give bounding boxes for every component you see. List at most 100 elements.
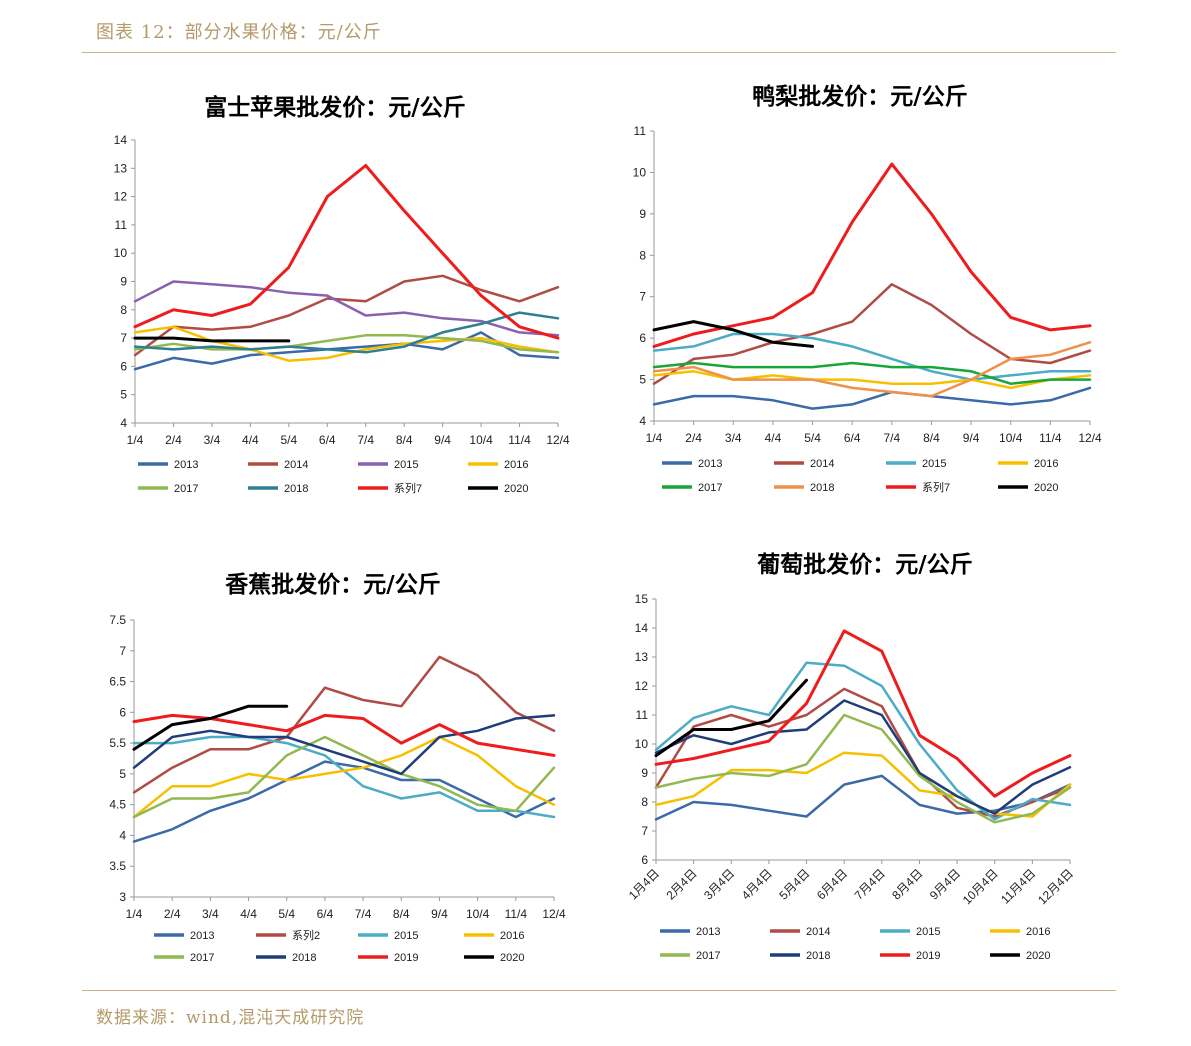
legend-label: 2015 bbox=[916, 926, 940, 938]
chart-title: 葡萄批发价：元/公斤 bbox=[756, 551, 972, 578]
series-line-2017 bbox=[652, 361, 1092, 385]
series-line-2013 bbox=[132, 760, 556, 843]
series-line-系列7 bbox=[133, 164, 560, 340]
y-tick-label: 11 bbox=[115, 218, 128, 232]
y-tick-label: 7 bbox=[120, 331, 127, 345]
x-tick-label: 10/4 bbox=[999, 431, 1023, 445]
x-tick-label: 3/4 bbox=[202, 907, 219, 921]
x-tick-label: 1/4 bbox=[126, 907, 143, 921]
x-tick-label: 12/4 bbox=[1078, 431, 1102, 445]
x-tick-label: 2/4 bbox=[685, 431, 702, 445]
legend-label: 2016 bbox=[1026, 926, 1050, 938]
x-tick-label: 4/4 bbox=[240, 907, 257, 921]
legend-label: 2013 bbox=[698, 458, 722, 470]
chart-yali-pear: 鸭梨批发价：元/公斤 4 5 6 7 8 9 10 11 1/4 2/4 3/4 4/4 5/4 6/4 7/… bbox=[633, 83, 1102, 494]
chart-title: 富士苹果批发价：元/公斤 bbox=[204, 94, 465, 121]
x-tick-label: 4/4 bbox=[242, 433, 259, 447]
legend-label: 2014 bbox=[810, 458, 834, 470]
legend-label: 2015 bbox=[394, 930, 418, 942]
x-tick-label: 11/4 bbox=[1039, 431, 1062, 445]
y-tick-label: 4 bbox=[639, 414, 646, 428]
x-tick-label: 2月4日 bbox=[663, 866, 699, 902]
series-line-2019 bbox=[654, 629, 1072, 798]
y-tick-label: 6.5 bbox=[109, 675, 126, 689]
x-tick-label: 10/4 bbox=[469, 433, 493, 447]
y-tick-label: 4.5 bbox=[109, 798, 126, 812]
legend-label: 2017 bbox=[190, 952, 214, 964]
legend-label: 2015 bbox=[922, 458, 946, 470]
legend-label: 2017 bbox=[696, 950, 720, 962]
y-tick-label: 10 bbox=[633, 165, 647, 179]
y-tick-label: 10 bbox=[635, 737, 649, 751]
x-tick-label: 6/4 bbox=[319, 433, 336, 447]
chart-title: 鸭梨批发价：元/公斤 bbox=[752, 83, 967, 110]
top-divider bbox=[82, 52, 1116, 53]
x-tick-label: 7/4 bbox=[355, 907, 372, 921]
series-line-2018 bbox=[132, 714, 556, 776]
series-line-2020 bbox=[132, 704, 289, 751]
series-line-2020 bbox=[652, 320, 814, 348]
series-line-2020 bbox=[654, 678, 808, 758]
legend-label: 2018 bbox=[810, 482, 834, 494]
y-tick-label: 6 bbox=[120, 359, 127, 373]
data-source-note: 数据来源：wind,混沌天成研究院 bbox=[96, 1008, 365, 1028]
chart-title: 香蕉批发价：元/公斤 bbox=[225, 571, 440, 598]
legend-label: 2020 bbox=[500, 952, 524, 964]
x-tick-label: 8/4 bbox=[923, 431, 940, 445]
legend-label: 2013 bbox=[190, 930, 214, 942]
x-tick-label: 9月4日 bbox=[927, 866, 963, 902]
x-tick-label: 8/4 bbox=[393, 907, 410, 921]
y-tick-label: 4 bbox=[120, 416, 127, 430]
y-tick-label: 14 bbox=[114, 133, 128, 147]
x-tick-label: 12/4 bbox=[542, 907, 566, 921]
x-tick-label: 1/4 bbox=[646, 431, 663, 445]
x-tick-label: 10/4 bbox=[466, 907, 490, 921]
x-tick-label: 4/4 bbox=[765, 431, 782, 445]
legend-label: 2017 bbox=[174, 483, 198, 495]
x-tick-label: 5/4 bbox=[804, 431, 821, 445]
y-tick-label: 14 bbox=[635, 621, 649, 635]
legend-label: 2020 bbox=[1026, 950, 1050, 962]
legend-label: 2016 bbox=[500, 930, 524, 942]
x-tick-label: 6月4日 bbox=[814, 866, 850, 902]
x-tick-label: 5月4日 bbox=[776, 866, 812, 902]
y-tick-label: 12 bbox=[114, 190, 128, 204]
x-tick-label: 3月4日 bbox=[701, 866, 737, 902]
series-line-2017 bbox=[654, 713, 1072, 824]
legend-label: 2020 bbox=[504, 483, 528, 495]
series-line-2014 bbox=[652, 283, 1092, 385]
x-tick-label: 10月4日 bbox=[960, 866, 1001, 907]
y-tick-label: 13 bbox=[635, 650, 649, 664]
series-line-系列2 bbox=[132, 655, 556, 794]
y-tick-label: 11 bbox=[634, 124, 647, 138]
y-tick-label: 5 bbox=[120, 388, 127, 402]
x-tick-label: 5/4 bbox=[278, 907, 295, 921]
legend-label: 2013 bbox=[174, 459, 198, 471]
legend-label: 2016 bbox=[504, 459, 528, 471]
y-tick-label: 4 bbox=[119, 828, 126, 842]
y-tick-label: 8 bbox=[120, 303, 127, 317]
legend-label: 2014 bbox=[806, 926, 830, 938]
y-tick-label: 6 bbox=[119, 705, 126, 719]
x-tick-label: 9/4 bbox=[434, 433, 451, 447]
x-tick-label: 3/4 bbox=[204, 433, 221, 447]
series-line-2015 bbox=[654, 661, 1072, 821]
series-line-2020 bbox=[133, 336, 291, 343]
y-tick-label: 5 bbox=[639, 373, 646, 387]
x-tick-label: 1/4 bbox=[127, 433, 144, 447]
series-line-2013 bbox=[133, 331, 560, 371]
x-tick-label: 3/4 bbox=[725, 431, 742, 445]
legend-label: 2015 bbox=[394, 459, 418, 471]
legend-label: 2019 bbox=[394, 952, 418, 964]
x-tick-label: 9/4 bbox=[431, 907, 448, 921]
x-tick-label: 7/4 bbox=[357, 433, 374, 447]
legend-label: 2017 bbox=[698, 482, 722, 494]
legend-label: 2018 bbox=[292, 952, 316, 964]
y-tick-label: 8 bbox=[641, 795, 648, 809]
series-line-2019 bbox=[132, 713, 556, 757]
y-tick-label: 7 bbox=[119, 644, 126, 658]
x-tick-label: 6/4 bbox=[844, 431, 861, 445]
legend-label: 2020 bbox=[1034, 482, 1058, 494]
y-tick-label: 3.5 bbox=[109, 859, 126, 873]
x-tick-label: 8/4 bbox=[396, 433, 413, 447]
